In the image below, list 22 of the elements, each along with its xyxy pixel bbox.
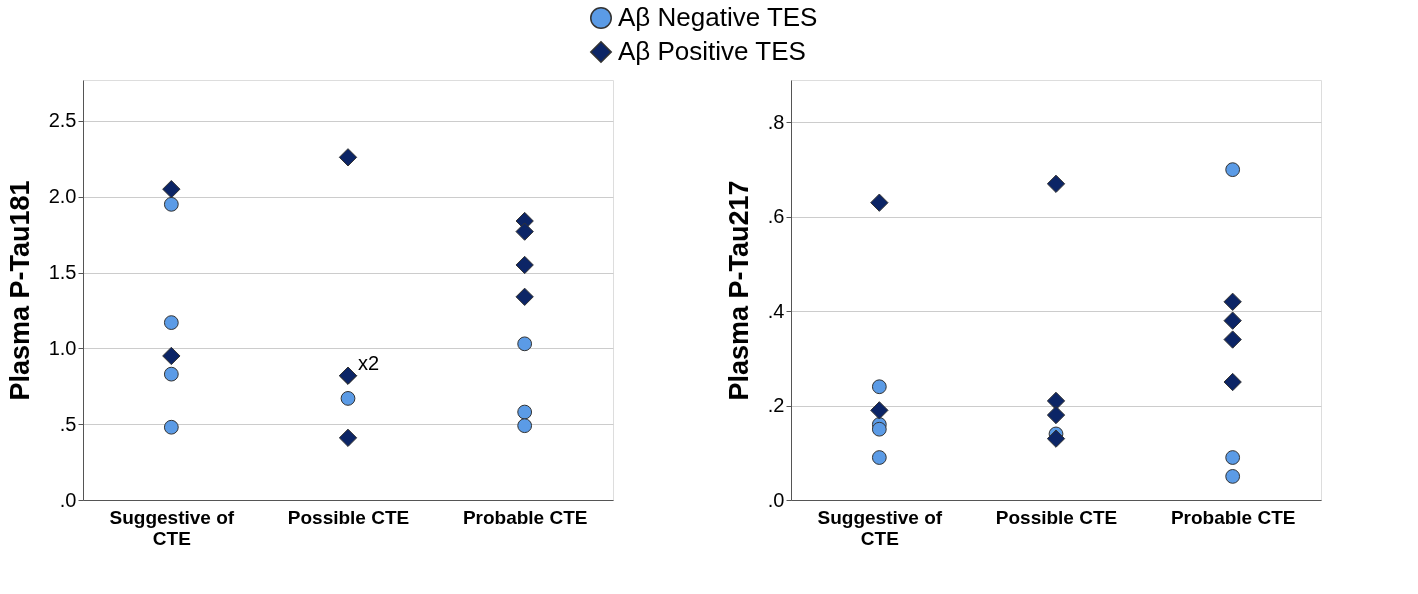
y-tick-label: .8 bbox=[767, 110, 785, 133]
y-tick-label: 1.5 bbox=[48, 261, 77, 284]
y-tick-label: .2 bbox=[767, 394, 785, 417]
y-tick-label: 2.0 bbox=[48, 185, 77, 208]
y-axis-title: Plasma P-Tau217 bbox=[723, 180, 754, 401]
y-tick-label: .4 bbox=[767, 299, 785, 322]
x-tick-label: Possible CTE bbox=[287, 506, 410, 528]
legend-label: Aβ Negative TES bbox=[618, 2, 818, 32]
y-tick-label: .5 bbox=[59, 412, 77, 435]
x-tick-label: Probable CTE bbox=[462, 506, 588, 528]
annotation: x2 bbox=[358, 351, 380, 374]
x-tick-label: Probable CTE bbox=[1170, 506, 1296, 528]
y-tick-label: .0 bbox=[59, 488, 77, 511]
x-tick-label: Suggestive of CTE bbox=[109, 506, 235, 549]
x-tick-label: Suggestive of CTE bbox=[817, 506, 943, 549]
x-tick-label: Possible CTE bbox=[995, 506, 1118, 528]
y-tick-label: 1.0 bbox=[48, 336, 77, 359]
y-tick-label: .6 bbox=[767, 205, 785, 228]
y-tick-label: .0 bbox=[767, 488, 785, 511]
legend-label: Aβ Positive TES bbox=[618, 36, 806, 66]
y-axis-title: Plasma P-Tau181 bbox=[4, 180, 35, 401]
y-tick-label: 2.5 bbox=[48, 109, 77, 132]
